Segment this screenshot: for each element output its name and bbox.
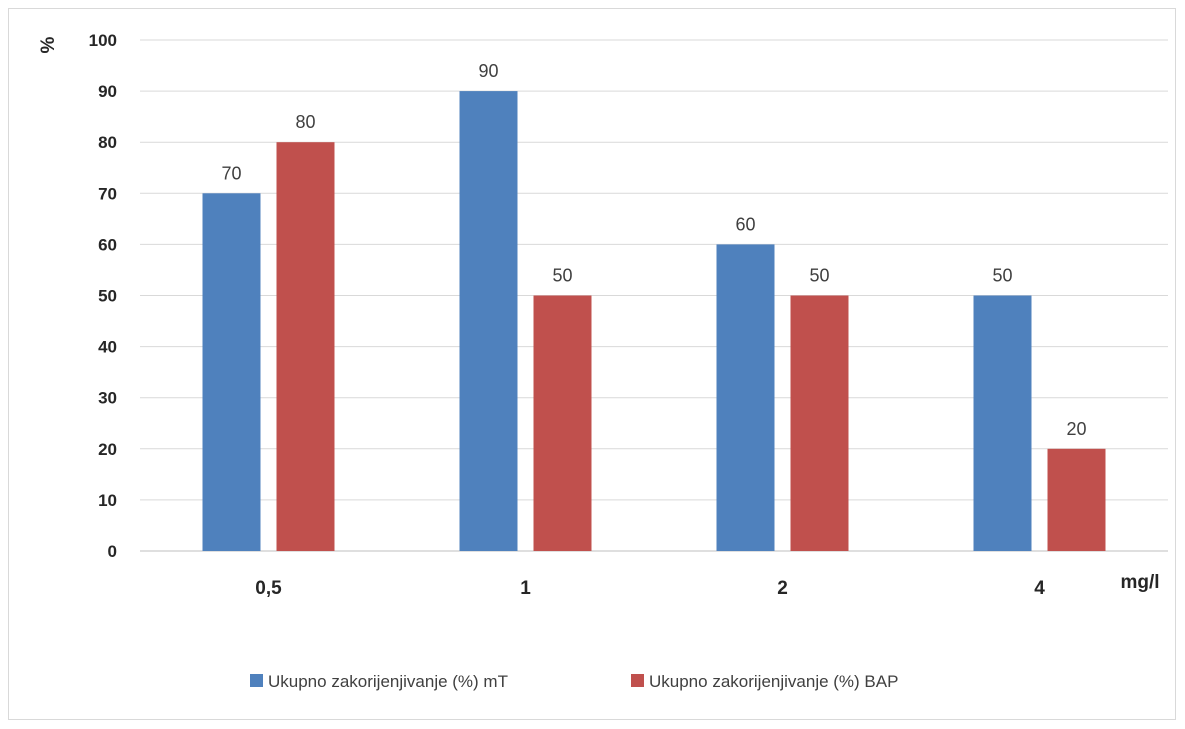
x-tick-label: 2 — [777, 578, 788, 599]
bar-mT-1 — [459, 91, 518, 551]
bar-BAP-2 — [790, 295, 849, 551]
data-labels: 70 80 90 50 60 50 50 20 — [221, 61, 1086, 439]
data-label: 50 — [809, 266, 829, 286]
data-label: 60 — [735, 214, 755, 234]
bar-mT-0 — [202, 193, 261, 552]
bar-BAP-0 — [276, 142, 335, 551]
y-tick-label: 0 — [108, 542, 117, 561]
data-label: 50 — [552, 266, 572, 286]
y-tick-label: 10 — [98, 491, 117, 510]
bar-mT-2 — [716, 244, 775, 551]
y-tick-label: 50 — [98, 287, 117, 306]
y-tick-label: 20 — [98, 440, 117, 459]
legend: Ukupno zakorijenjivanje (%) mT Ukupno zak… — [250, 672, 898, 691]
data-label: 50 — [992, 266, 1012, 286]
y-tick-label: 40 — [98, 338, 117, 357]
chart-border — [8, 8, 1176, 720]
y-axis-label: % — [38, 36, 59, 53]
y-tick-label: 60 — [98, 235, 117, 254]
x-axis-label: mg/l — [1120, 572, 1159, 593]
legend-swatch-mT — [250, 674, 263, 687]
x-tick-label: 0,5 — [255, 578, 282, 599]
data-label: 80 — [295, 112, 315, 132]
x-tick-label: 4 — [1034, 578, 1045, 599]
y-tick-label: 90 — [98, 82, 117, 101]
bars — [202, 91, 1106, 552]
bar-BAP-1 — [533, 295, 592, 551]
legend-label-mT: Ukupno zakorijenjivanje (%) mT — [268, 672, 508, 691]
y-axis-ticks: 0 10 20 30 40 50 60 70 80 90 100 — [89, 31, 117, 561]
legend-label-BAP: Ukupno zakorijenjivanje (%) BAP — [649, 672, 898, 691]
legend-swatch-BAP — [631, 674, 644, 687]
bar-BAP-3 — [1047, 448, 1106, 551]
y-tick-label: 30 — [98, 389, 117, 408]
y-tick-label: 100 — [89, 31, 117, 50]
bar-mT-3 — [973, 295, 1032, 551]
data-label: 70 — [221, 163, 241, 183]
y-tick-label: 80 — [98, 133, 117, 152]
x-tick-label: 1 — [520, 578, 531, 599]
y-tick-label: 70 — [98, 184, 117, 203]
x-axis-ticks: 0,5 1 2 4 — [255, 578, 1045, 599]
data-label: 20 — [1066, 419, 1086, 439]
data-label: 90 — [478, 61, 498, 81]
